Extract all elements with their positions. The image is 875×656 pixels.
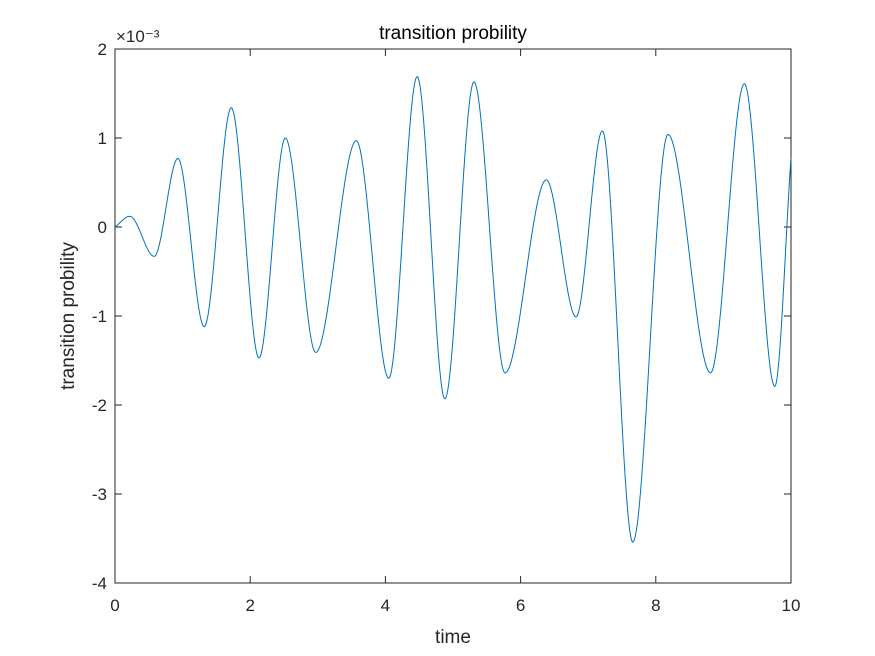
series-line [114, 75, 792, 543]
x-tick-label-5: 10 [782, 596, 801, 615]
chart-title: transition probility [379, 23, 527, 44]
axes-box [114, 48, 792, 584]
y-tick-label-5: 1 [98, 129, 107, 148]
x-ticks: 0 2 4 6 8 10 [110, 49, 800, 615]
x-axis-label: time [435, 627, 471, 648]
x-tick-label-1: 2 [245, 596, 254, 615]
y-tick-label-4: 0 [98, 218, 107, 237]
y-exponent-label: ×10⁻³ [116, 27, 160, 46]
y-tick-label-2: -2 [92, 396, 107, 415]
x-tick-label-4: 8 [651, 596, 660, 615]
y-tick-label-0: -4 [92, 574, 107, 593]
x-tick-label-0: 0 [110, 596, 119, 615]
y-axis-label: transition probility [58, 242, 79, 390]
y-ticks: -4 -3 -2 -1 0 1 2 [92, 40, 791, 593]
y-tick-label-1: -3 [92, 485, 107, 504]
x-tick-label-3: 6 [516, 596, 525, 615]
y-tick-label-3: -1 [92, 307, 107, 326]
x-tick-label-2: 4 [381, 596, 390, 615]
y-tick-label-6: 2 [98, 40, 107, 59]
plot-area: 0 2 4 6 8 10 -4 -3 -2 -1 0 1 2 [92, 40, 801, 615]
